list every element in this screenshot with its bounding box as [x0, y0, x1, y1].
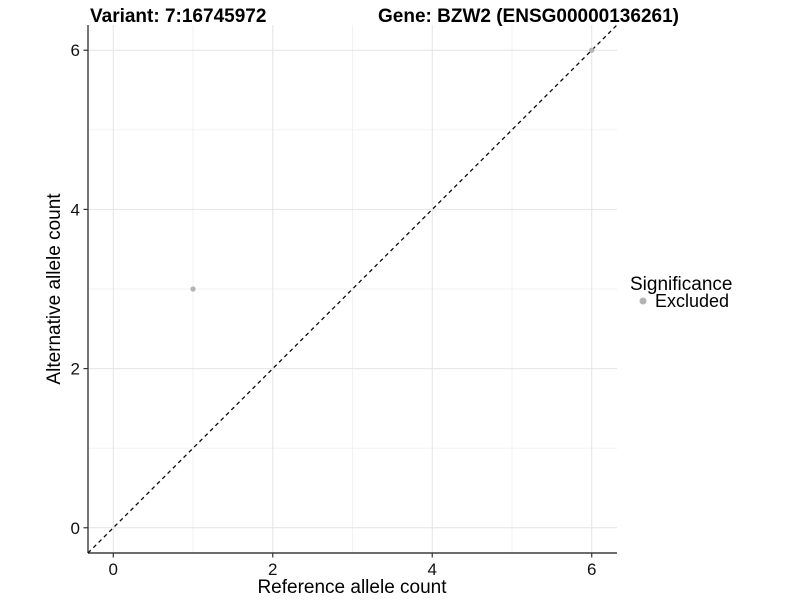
data-point — [589, 47, 595, 53]
legend-point-marker — [639, 297, 647, 305]
gene-title: Gene: BZW2 (ENSG00000136261) — [378, 6, 679, 27]
y-axis-label: Alternative allele count — [44, 193, 65, 385]
x-tick-label: 4 — [428, 560, 437, 579]
data-points — [190, 47, 595, 292]
axis-tick-labels: 0 2 4 6 0 2 4 6 — [71, 41, 597, 579]
legend-title: Significance — [630, 274, 732, 295]
gridlines-major — [88, 25, 617, 553]
variant-title: Variant: 7:16745972 — [90, 6, 266, 27]
x-axis-label: Reference allele count — [257, 577, 447, 598]
x-tick-label: 0 — [109, 560, 118, 579]
axis-tick-marks — [83, 49, 593, 558]
y-tick-label: 6 — [71, 41, 80, 60]
y-tick-label: 4 — [71, 200, 80, 219]
legend-item-label: Excluded — [655, 291, 729, 311]
identity-reference-line — [87, 24, 618, 554]
y-tick-label: 0 — [71, 519, 80, 538]
data-point — [190, 286, 196, 292]
x-tick-label: 6 — [587, 560, 596, 579]
gridlines-minor — [88, 25, 617, 553]
y-tick-label: 2 — [71, 360, 80, 379]
x-tick-label: 2 — [268, 560, 277, 579]
legend: Significance Excluded — [630, 274, 732, 311]
